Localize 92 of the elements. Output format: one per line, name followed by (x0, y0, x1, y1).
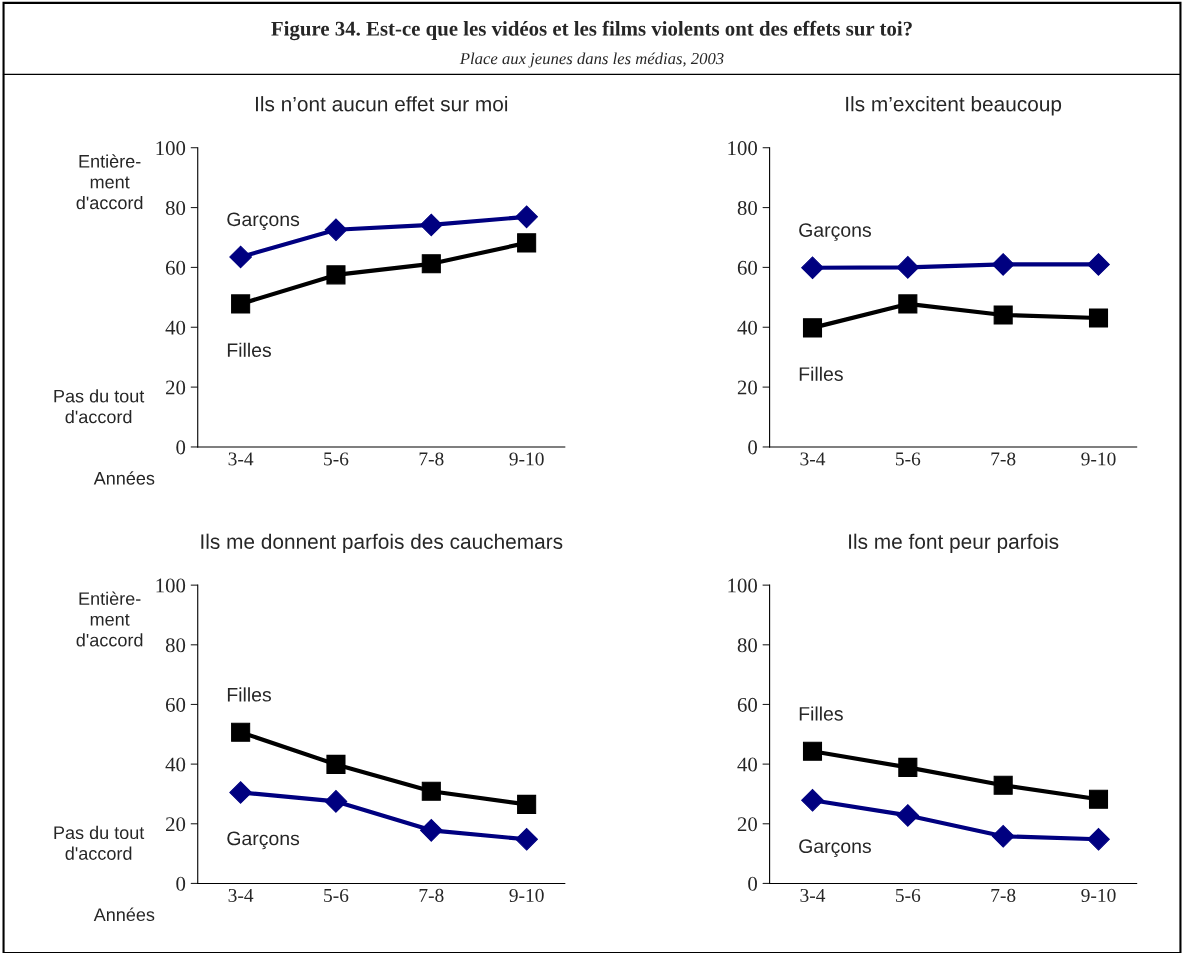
point (802, 741, 823, 761)
point (896, 256, 920, 279)
x-tick-label: 9-10 (1081, 888, 1116, 902)
point (991, 253, 1015, 276)
point (517, 233, 537, 253)
series-label: Garçons (799, 839, 871, 857)
point (229, 245, 252, 269)
point (324, 218, 348, 242)
x-tick-label: 9-10 (509, 888, 544, 902)
point (991, 824, 1015, 848)
point (231, 294, 251, 314)
point (801, 256, 824, 280)
point (419, 213, 443, 237)
y-tick-label: 80 (737, 638, 757, 653)
point (1088, 789, 1109, 809)
point (993, 775, 1013, 795)
text: Figure 34. Est-ce que les vidéos et les films violents ont des effets sur toi? (271, 20, 912, 41)
y-tick-label: 20 (166, 817, 186, 832)
x-tick-label: 7-8 (419, 452, 444, 466)
x-tick-label: 9-10 (509, 452, 544, 466)
y-tick-label: 100 (728, 578, 757, 593)
point (898, 757, 918, 777)
text: Entière- ment d'accord (76, 591, 143, 647)
point (1088, 308, 1109, 328)
point (1087, 253, 1110, 276)
x-tick-label: 5-6 (324, 452, 349, 466)
x-tick-label: 3-4 (228, 888, 254, 902)
y-tick-label: 80 (165, 200, 186, 215)
chart-title: Ils me donnent parfois des cauchemars (201, 533, 563, 554)
point (326, 754, 346, 774)
text: Place aux jeunes dans les médias, 2003 (459, 52, 724, 68)
y-tick-label: 40 (165, 757, 186, 772)
text: Années (93, 907, 155, 922)
point (419, 819, 443, 842)
y-tick-label: 20 (166, 380, 186, 395)
y-tick-label: 80 (737, 200, 757, 215)
point (421, 254, 441, 274)
point (517, 794, 537, 814)
point (231, 722, 251, 742)
point (324, 790, 348, 813)
y-tick-label: 60 (737, 260, 757, 275)
chart-title: Ils n’ont aucun effet sur moi (255, 96, 508, 112)
point (898, 294, 918, 314)
y-tick-label: 40 (737, 320, 757, 335)
point (326, 265, 346, 285)
point (802, 318, 823, 338)
y-tick-label: 0 (176, 440, 186, 455)
y-tick-label: 100 (156, 141, 186, 156)
series-label: Garçons (227, 831, 300, 850)
point (515, 827, 538, 851)
y-tick-label: 0 (748, 876, 757, 891)
point (229, 781, 252, 804)
x-tick-label: 7-8 (991, 452, 1016, 466)
x-tick-label: 5-6 (896, 452, 921, 466)
x-tick-label: 9-10 (1081, 452, 1116, 466)
text: Années (93, 471, 155, 485)
y-tick-label: 40 (165, 320, 186, 335)
y-tick-label: 100 (728, 141, 757, 156)
point (515, 205, 538, 229)
y-tick-label: 0 (748, 440, 757, 455)
x-tick-label: 7-8 (419, 888, 444, 902)
y-tick-label: 60 (165, 697, 186, 712)
point (1087, 827, 1110, 851)
y-tick-label: 0 (176, 876, 186, 891)
point (896, 804, 920, 827)
x-tick-label: 5-6 (324, 888, 349, 902)
x-tick-label: 3-4 (800, 888, 826, 902)
point (801, 788, 824, 812)
series-label: Garçons (799, 223, 871, 241)
text: Pas du tout d'accord (54, 389, 145, 424)
y-tick-label: 40 (737, 757, 757, 772)
text: Entière- ment d'accord (76, 154, 143, 210)
x-tick-label: 3-4 (800, 452, 826, 466)
series-label: Garçons (227, 212, 300, 231)
point (993, 305, 1013, 325)
series-label: Filles (227, 687, 271, 702)
x-tick-label: 7-8 (991, 888, 1016, 902)
y-tick-label: 60 (737, 697, 757, 712)
series-label: Filles (799, 706, 843, 721)
chart-title: Ils m’excitent beaucoup (846, 96, 1062, 116)
x-tick-label: 5-6 (896, 888, 921, 902)
y-tick-label: 80 (165, 638, 186, 653)
y-tick-label: 20 (737, 380, 757, 395)
text: Pas du tout d'accord (54, 825, 145, 860)
series-label: Filles (799, 366, 843, 381)
point (421, 781, 441, 801)
x-tick-label: 3-4 (228, 452, 254, 466)
series-label: Filles (227, 342, 271, 358)
y-tick-label: 100 (156, 578, 186, 593)
y-tick-label: 20 (737, 817, 757, 832)
y-tick-label: 60 (165, 260, 186, 275)
chart-title: Ils me font peur parfois (849, 533, 1059, 554)
